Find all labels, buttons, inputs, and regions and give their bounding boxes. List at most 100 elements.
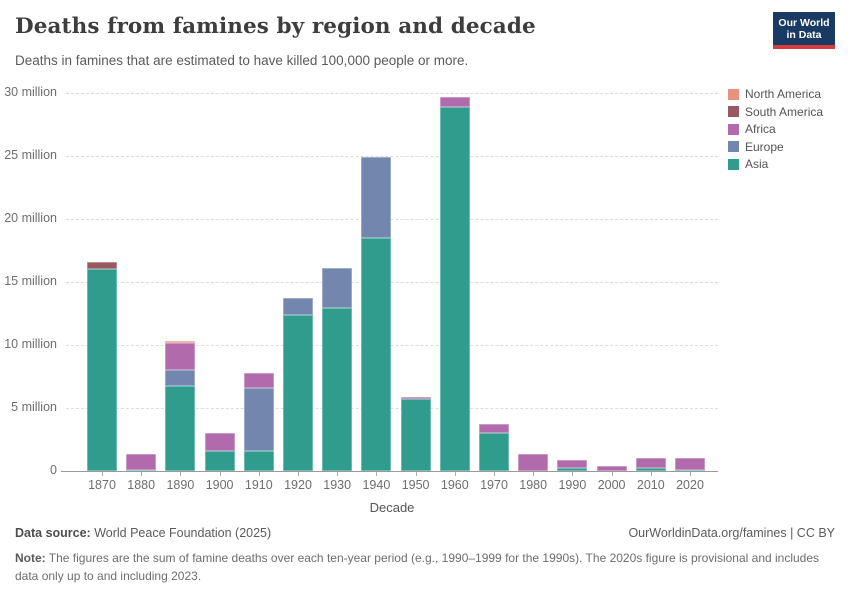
bar-1960-africa[interactable] — [439, 96, 470, 108]
bar-1970-africa[interactable] — [479, 423, 509, 434]
footer-note: Note: The figures are the sum of famine … — [15, 551, 820, 583]
x-tick — [611, 472, 613, 476]
x-axis-line — [61, 471, 718, 472]
bar-1920-europe[interactable] — [283, 297, 313, 315]
owid-logo-text: Our World in Data — [778, 16, 830, 41]
bar-1940-europe[interactable] — [361, 156, 392, 238]
legend-item-asia[interactable]: Asia — [728, 157, 823, 171]
x-tick-label-1990: 1990 — [558, 478, 587, 492]
bar-1890-europe[interactable] — [165, 369, 196, 386]
y-tick-label: 10 million — [4, 337, 57, 351]
y-tick-label: 30 million — [4, 85, 57, 99]
data-source: Data source: World Peace Foundation (202… — [15, 526, 272, 540]
x-tick — [141, 472, 143, 476]
x-tick — [650, 472, 652, 476]
page-title: Deaths from famines by region and decade — [15, 14, 536, 39]
x-tick-label-2020: 2020 — [676, 478, 704, 492]
x-axis-title: Decade — [369, 500, 415, 515]
owid-cc-link[interactable]: OurWorldinData.org/famines | CC BY — [628, 526, 835, 540]
bar-1870-south-america[interactable] — [87, 262, 117, 270]
x-tick — [180, 472, 182, 476]
bar-1950-asia[interactable] — [400, 399, 431, 471]
gridline-15m — [66, 282, 718, 283]
legend-item-south-america[interactable]: South America — [728, 104, 824, 119]
x-tick-label-1980: 1980 — [519, 478, 548, 492]
bar-1930-europe[interactable] — [322, 268, 353, 309]
x-tick-label-2010: 2010 — [636, 478, 665, 492]
bar-1890-north-america[interactable] — [165, 341, 196, 344]
x-tick-label-1950: 1950 — [401, 478, 430, 492]
legend-label: North America — [745, 87, 822, 101]
x-tick-label-2000: 2000 — [597, 478, 626, 492]
legend-swatch-south-america — [728, 106, 739, 117]
x-tick-label-1870: 1870 — [88, 478, 116, 492]
x-tick — [533, 472, 535, 476]
legend-swatch-africa — [728, 123, 739, 135]
x-tick — [258, 472, 260, 476]
x-tick-label-1910: 1910 — [244, 478, 273, 492]
bar-2010-africa[interactable] — [635, 457, 666, 469]
x-tick — [219, 472, 221, 476]
legend-swatch-europe — [728, 141, 739, 152]
bar-1960-asia[interactable] — [439, 107, 470, 471]
legend-label: South America — [745, 104, 824, 119]
gridline-5m — [66, 408, 718, 409]
bar-1970-asia[interactable] — [479, 433, 509, 471]
y-tick-label: 25 million — [4, 148, 57, 162]
x-tick — [376, 472, 378, 476]
x-tick — [454, 472, 456, 476]
bar-1880-africa[interactable] — [126, 453, 157, 470]
owid-logo: Our World in Data — [773, 12, 835, 49]
bar-1930-asia[interactable] — [322, 308, 353, 471]
x-tick-label-1900: 1900 — [205, 478, 234, 492]
x-tick — [337, 472, 339, 476]
x-tick — [494, 472, 495, 476]
gridline-20m — [66, 219, 718, 220]
x-tick-label-1970: 1970 — [480, 478, 508, 492]
legend-item-europe[interactable]: Europe — [728, 139, 823, 154]
bar-1900-africa[interactable] — [204, 432, 235, 451]
y-tick-label: 15 million — [4, 274, 57, 288]
x-tick-label-1960: 1960 — [440, 478, 469, 492]
bar-1990-asia[interactable] — [557, 468, 588, 471]
bar-1890-africa[interactable] — [165, 343, 196, 370]
bar-1910-africa[interactable] — [243, 372, 274, 388]
bar-1990-africa[interactable] — [557, 459, 588, 469]
bar-1910-europe[interactable] — [243, 387, 274, 451]
page-subtitle: Deaths in famines that are estimated to … — [15, 53, 469, 68]
legend-swatch-north-america — [728, 88, 739, 100]
gridline-10m — [66, 345, 718, 346]
bar-1950-africa[interactable] — [400, 397, 431, 400]
legend-label: Africa — [745, 122, 776, 136]
bar-1910-asia[interactable] — [243, 450, 274, 471]
bar-2020-africa[interactable] — [675, 458, 705, 470]
x-tick — [102, 472, 103, 476]
x-tick — [298, 472, 299, 476]
legend-item-north-america[interactable]: North America — [728, 87, 823, 101]
y-tick-label: 5 million — [11, 400, 57, 414]
legend-label: Asia — [745, 157, 769, 171]
bar-1890-asia[interactable] — [165, 385, 196, 471]
legend-swatch-asia — [728, 158, 739, 170]
chart-legend: North America South America Africa Europe As… — [728, 87, 824, 176]
footer: Data source: World Peace Foundation (202… — [15, 526, 835, 540]
gridline-30m — [66, 93, 718, 94]
x-tick — [415, 472, 417, 476]
bar-2000-africa[interactable] — [596, 465, 627, 471]
y-tick-label: 0 — [50, 463, 57, 477]
bar-1900-asia[interactable] — [204, 450, 235, 471]
legend-item-africa[interactable]: Africa — [728, 122, 823, 136]
x-tick — [690, 472, 691, 476]
bar-2020-asia[interactable] — [675, 469, 705, 471]
x-tick-label-1930: 1930 — [323, 478, 352, 492]
x-tick-label-1890: 1890 — [166, 478, 195, 492]
bar-1980-africa[interactable] — [518, 453, 549, 471]
bar-1870-asia[interactable] — [87, 269, 117, 471]
bar-1920-asia[interactable] — [283, 314, 313, 471]
bar-2010-asia[interactable] — [635, 468, 666, 471]
y-tick-label: 20 million — [4, 211, 57, 225]
bar-1940-asia[interactable] — [361, 237, 392, 471]
legend-label: Europe — [745, 139, 784, 154]
x-tick-label-1920: 1920 — [284, 478, 312, 492]
bar-1880-asia[interactable] — [126, 469, 157, 471]
